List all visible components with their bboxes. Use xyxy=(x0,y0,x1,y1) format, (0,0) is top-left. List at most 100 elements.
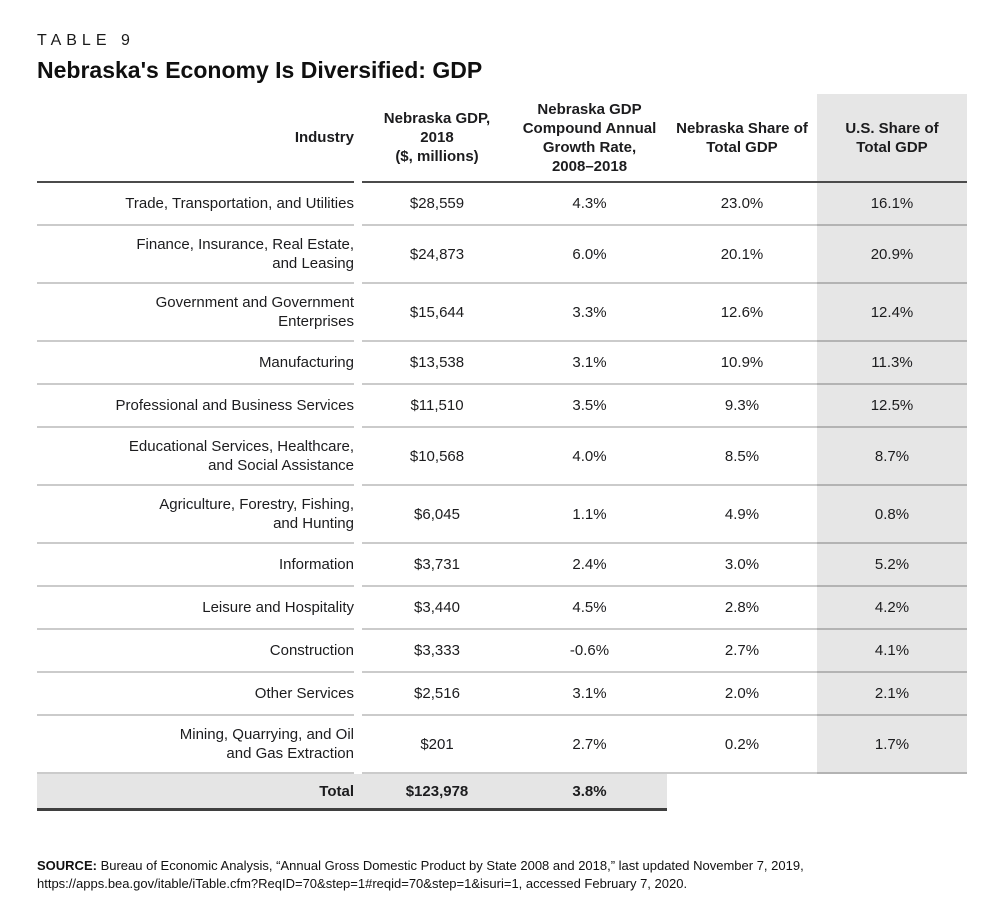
table-header-row: Industry Nebraska GDP, 2018 ($, millions… xyxy=(37,94,967,183)
total-blank-cell xyxy=(667,774,817,811)
industry-cell: Other Services xyxy=(37,673,354,716)
nebraska-share-cell: 2.7% xyxy=(667,630,817,673)
column-gap xyxy=(354,226,362,284)
us-share-cell: 16.1% xyxy=(817,183,967,226)
industry-cell: Leisure and Hospitality xyxy=(37,587,354,630)
column-header-us-share: U.S. Share of Total GDP xyxy=(817,94,967,183)
gdp-cell: $201 xyxy=(362,716,512,774)
table-body: Trade, Transportation, and Utilities $28… xyxy=(37,183,967,774)
nebraska-share-cell: 23.0% xyxy=(667,183,817,226)
nebraska-share-cell: 3.0% xyxy=(667,544,817,587)
table-row: Trade, Transportation, and Utilities $28… xyxy=(37,183,967,226)
industry-cell: Trade, Transportation, and Utilities xyxy=(37,183,354,226)
industry-cell: Finance, Insurance, Real Estate, and Lea… xyxy=(37,226,354,284)
us-share-cell: 20.9% xyxy=(817,226,967,284)
growth-cell: 2.7% xyxy=(512,716,667,774)
us-share-cell: 8.7% xyxy=(817,428,967,486)
industry-cell: Professional and Business Services xyxy=(37,385,354,428)
gdp-cell: $6,045 xyxy=(362,486,512,544)
table-row: Mining, Quarrying, and Oil and Gas Extra… xyxy=(37,716,967,774)
column-gap xyxy=(354,284,362,342)
gdp-cell: $24,873 xyxy=(362,226,512,284)
table-total-row: Total $123,978 3.8% xyxy=(37,774,967,811)
gdp-cell: $28,559 xyxy=(362,183,512,226)
column-gap xyxy=(354,342,362,385)
growth-cell: 3.1% xyxy=(512,342,667,385)
gdp-cell: $11,510 xyxy=(362,385,512,428)
growth-cell: 4.3% xyxy=(512,183,667,226)
growth-cell: 4.5% xyxy=(512,587,667,630)
growth-cell: 3.5% xyxy=(512,385,667,428)
nebraska-share-cell: 4.9% xyxy=(667,486,817,544)
growth-cell: 2.4% xyxy=(512,544,667,587)
table-row: Professional and Business Services $11,5… xyxy=(37,385,967,428)
page: TABLE 9 Nebraska's Economy Is Diversifie… xyxy=(37,32,967,891)
column-gap xyxy=(354,716,362,774)
industry-cell: Information xyxy=(37,544,354,587)
us-share-cell: 12.5% xyxy=(817,385,967,428)
table-label: TABLE 9 xyxy=(37,32,135,49)
nebraska-share-cell: 9.3% xyxy=(667,385,817,428)
us-share-cell: 2.1% xyxy=(817,673,967,716)
us-share-cell: 11.3% xyxy=(817,342,967,385)
table-row: Educational Services, Healthcare, and So… xyxy=(37,428,967,486)
source-label: SOURCE: xyxy=(37,858,97,873)
nebraska-share-cell: 2.0% xyxy=(667,673,817,716)
industry-cell: Government and Government Enterprises xyxy=(37,284,354,342)
column-gap xyxy=(354,183,362,226)
growth-cell: 4.0% xyxy=(512,428,667,486)
table-row: Information $3,731 2.4% 3.0% 5.2% xyxy=(37,544,967,587)
nebraska-share-cell: 0.2% xyxy=(667,716,817,774)
gdp-cell: $15,644 xyxy=(362,284,512,342)
growth-cell: 3.1% xyxy=(512,673,667,716)
growth-cell: 3.3% xyxy=(512,284,667,342)
total-blank-cell xyxy=(817,774,967,811)
us-share-cell: 0.8% xyxy=(817,486,967,544)
gdp-cell: $10,568 xyxy=(362,428,512,486)
column-gap xyxy=(354,486,362,544)
column-header-growth-rate: Nebraska GDP Compound Annual Growth Rate… xyxy=(512,94,667,183)
column-header-industry: Industry xyxy=(37,94,354,183)
growth-cell: -0.6% xyxy=(512,630,667,673)
industry-cell: Agriculture, Forestry, Fishing, and Hunt… xyxy=(37,486,354,544)
gdp-cell: $2,516 xyxy=(362,673,512,716)
table-row: Other Services $2,516 3.1% 2.0% 2.1% xyxy=(37,673,967,716)
nebraska-share-cell: 8.5% xyxy=(667,428,817,486)
nebraska-share-cell: 10.9% xyxy=(667,342,817,385)
column-header-nebraska-gdp: Nebraska GDP, 2018 ($, millions) xyxy=(362,94,512,183)
column-gap xyxy=(354,94,362,183)
column-gap xyxy=(354,673,362,716)
table-row: Leisure and Hospitality $3,440 4.5% 2.8%… xyxy=(37,587,967,630)
table-row: Government and Government Enterprises $1… xyxy=(37,284,967,342)
gdp-cell: $3,440 xyxy=(362,587,512,630)
industry-cell: Construction xyxy=(37,630,354,673)
column-gap xyxy=(354,630,362,673)
gdp-cell: $3,731 xyxy=(362,544,512,587)
table-row: Finance, Insurance, Real Estate, and Lea… xyxy=(37,226,967,284)
gdp-cell: $13,538 xyxy=(362,342,512,385)
column-gap xyxy=(354,774,362,811)
total-growth-cell: 3.8% xyxy=(512,774,667,811)
industry-cell: Mining, Quarrying, and Oil and Gas Extra… xyxy=(37,716,354,774)
total-gdp-cell: $123,978 xyxy=(362,774,512,811)
us-share-cell: 1.7% xyxy=(817,716,967,774)
growth-cell: 6.0% xyxy=(512,226,667,284)
column-gap xyxy=(354,385,362,428)
table-row: Construction $3,333 -0.6% 2.7% 4.1% xyxy=(37,630,967,673)
industry-cell: Manufacturing xyxy=(37,342,354,385)
us-share-cell: 4.2% xyxy=(817,587,967,630)
column-gap xyxy=(354,428,362,486)
us-share-cell: 12.4% xyxy=(817,284,967,342)
gdp-table: Industry Nebraska GDP, 2018 ($, millions… xyxy=(37,94,967,811)
nebraska-share-cell: 2.8% xyxy=(667,587,817,630)
total-label: Total xyxy=(37,774,354,811)
us-share-cell: 4.1% xyxy=(817,630,967,673)
column-header-nebraska-share: Nebraska Share of Total GDP xyxy=(667,94,817,183)
table-row: Manufacturing $13,538 3.1% 10.9% 11.3% xyxy=(37,342,967,385)
nebraska-share-cell: 12.6% xyxy=(667,284,817,342)
us-share-cell: 5.2% xyxy=(817,544,967,587)
column-gap xyxy=(354,587,362,630)
page-title: Nebraska's Economy Is Diversified: GDP xyxy=(37,57,483,83)
gdp-cell: $3,333 xyxy=(362,630,512,673)
column-gap xyxy=(354,544,362,587)
